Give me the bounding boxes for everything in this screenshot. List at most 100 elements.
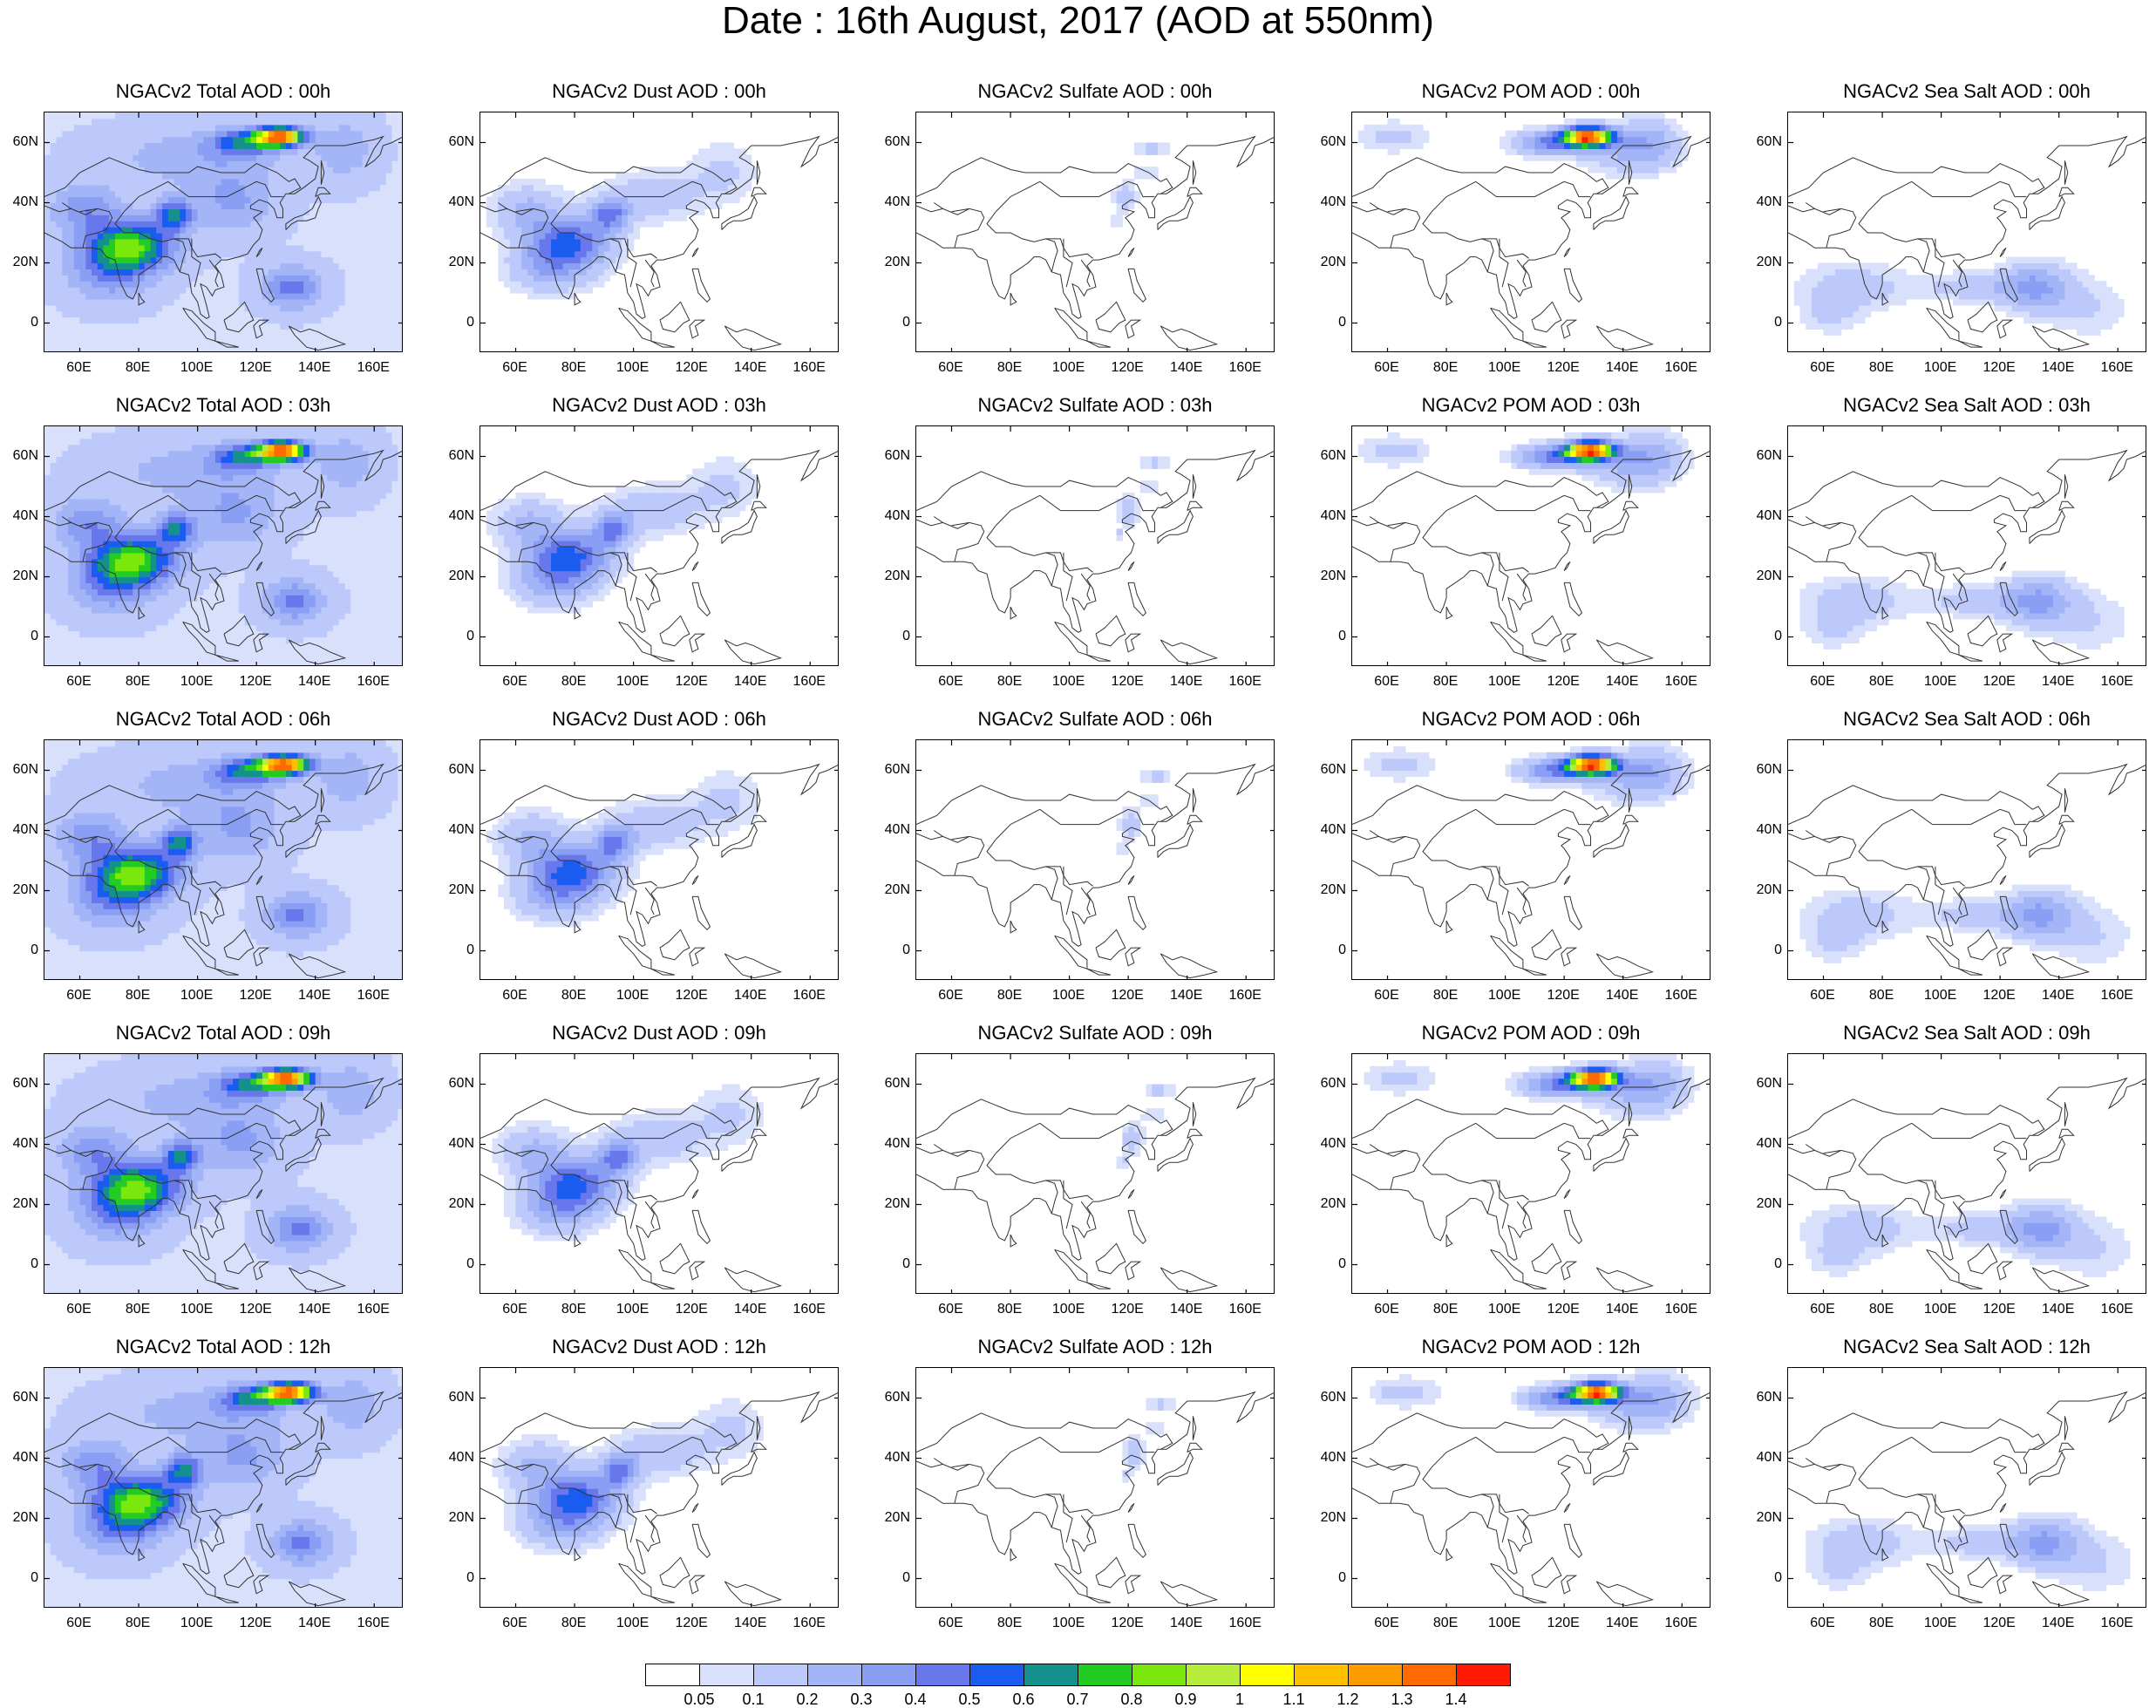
coastline xyxy=(1491,1563,1523,1596)
coastline xyxy=(916,1461,942,1467)
coastline xyxy=(1561,320,1576,338)
coastline xyxy=(1523,655,1547,661)
lon-tick-label: 100E xyxy=(1479,1303,1531,1317)
lat-tick-label: 20N xyxy=(1311,883,1346,897)
lon-tick-label: 160E xyxy=(1655,1303,1707,1317)
coastline xyxy=(692,1503,698,1512)
lon-tick-label: 120E xyxy=(665,1616,718,1630)
coastline xyxy=(1596,326,1652,350)
coastline xyxy=(690,1575,704,1594)
lon-tick-label: 140E xyxy=(289,675,341,689)
lon-tick-label: 160E xyxy=(1655,675,1707,689)
coastline xyxy=(1927,1249,1959,1283)
lon-tick-label: 80E xyxy=(1855,1616,1908,1630)
lat-tick-label: 60N xyxy=(439,449,474,463)
coastline xyxy=(1128,896,1146,929)
coastline xyxy=(1532,929,1561,960)
lat-tick-label: 0 xyxy=(1747,1571,1782,1585)
lon-tick-label: 160E xyxy=(1219,1303,1271,1317)
coastline xyxy=(1927,622,1959,655)
lon-tick-label: 140E xyxy=(1596,675,1649,689)
panel-title: NGACv2 Dust AOD : 03h xyxy=(450,394,868,417)
coastline xyxy=(692,582,710,616)
lon-tick-label: 60E xyxy=(1361,989,1413,1003)
lat-tick-label: 60N xyxy=(1311,763,1346,777)
coastline xyxy=(1370,203,1405,215)
panel-title: NGACv2 Sulfate AOD : 06h xyxy=(886,708,1304,731)
lat-tick-label: 20N xyxy=(3,1511,38,1525)
panel-title: NGACv2 Sea Salt AOD : 09h xyxy=(1758,1022,2156,1045)
coastline xyxy=(934,1145,969,1157)
lon-tick-label: 120E xyxy=(1537,361,1589,375)
coastline xyxy=(1918,1181,1930,1214)
lon-tick-label: 80E xyxy=(548,1303,600,1317)
coastline xyxy=(1482,1181,1494,1214)
lat-tick-label: 40N xyxy=(3,195,38,209)
coastline xyxy=(987,1153,1093,1201)
colorbar-swatch xyxy=(969,1664,1024,1686)
coastline xyxy=(724,1582,780,1606)
panel-title: NGACv2 Sea Salt AOD : 00h xyxy=(1758,80,2156,103)
lat-tick-label: 0 xyxy=(1747,629,1782,643)
aod-map xyxy=(479,425,839,666)
lat-tick-label: 0 xyxy=(875,1571,910,1585)
aod-map xyxy=(479,1053,839,1294)
coastline xyxy=(660,929,690,960)
lat-tick-label: 60N xyxy=(875,1391,910,1405)
panel-title: NGACv2 Total AOD : 09h xyxy=(14,1022,432,1045)
coastline xyxy=(1491,1249,1523,1283)
colorbar-label: 0.1 xyxy=(727,1691,779,1707)
aod-map xyxy=(44,1367,403,1608)
lon-tick-label: 60E xyxy=(53,361,105,375)
coastline xyxy=(1087,1283,1111,1289)
lat-tick-label: 40N xyxy=(875,509,910,523)
colorbar-swatch xyxy=(1294,1664,1349,1686)
lat-tick-label: 20N xyxy=(1747,1511,1782,1525)
lon-tick-label: 140E xyxy=(1160,1303,1213,1317)
lon-tick-label: 80E xyxy=(548,675,600,689)
panel-title: NGACv2 Sulfate AOD : 03h xyxy=(886,394,1304,417)
lat-tick-label: 0 xyxy=(439,316,474,330)
coastline xyxy=(1087,1596,1111,1603)
coastline xyxy=(1187,815,1202,824)
coastline xyxy=(1055,308,1087,341)
coastline xyxy=(1158,825,1194,858)
coastline xyxy=(1128,582,1146,616)
coastline xyxy=(916,1147,942,1153)
lat-tick-label: 60N xyxy=(875,1077,910,1091)
lon-tick-label: 100E xyxy=(607,1303,659,1317)
coastline xyxy=(1482,1494,1494,1528)
coastline xyxy=(1087,969,1111,975)
coastline xyxy=(692,248,698,256)
coastline xyxy=(1352,158,1608,197)
lat-tick-label: 20N xyxy=(1747,1197,1782,1211)
coastline xyxy=(1561,948,1576,966)
coastline xyxy=(1126,320,1140,338)
lat-tick-label: 0 xyxy=(875,943,910,957)
lon-tick-label: 60E xyxy=(1797,1303,1849,1317)
coastline xyxy=(1867,495,2026,526)
lat-tick-label: 40N xyxy=(1311,823,1346,837)
lon-tick-label: 160E xyxy=(783,1303,835,1317)
panel-title: NGACv2 POM AOD : 03h xyxy=(1322,394,1740,417)
lon-tick-label: 80E xyxy=(983,1303,1036,1317)
lon-tick-label: 100E xyxy=(607,675,659,689)
coastline xyxy=(1997,320,2012,338)
coastline xyxy=(1564,582,1581,616)
lon-tick-label: 140E xyxy=(1160,989,1213,1003)
coastline xyxy=(1160,954,1216,978)
lon-tick-label: 80E xyxy=(112,1303,164,1317)
coastline xyxy=(752,1129,766,1138)
coastline xyxy=(1160,1582,1216,1606)
coastline xyxy=(1596,1582,1652,1606)
lon-tick-label: 100E xyxy=(1915,989,1967,1003)
lon-tick-label: 60E xyxy=(925,1303,977,1317)
panel-title: NGACv2 Total AOD : 03h xyxy=(14,394,432,417)
colorbar-label: 0.05 xyxy=(673,1691,725,1707)
lat-tick-label: 20N xyxy=(875,1511,910,1525)
coastline xyxy=(1596,640,1652,664)
coastline xyxy=(916,451,1275,633)
panel-title: NGACv2 POM AOD : 06h xyxy=(1322,708,1740,731)
lat-tick-label: 0 xyxy=(1311,1571,1346,1585)
coastline xyxy=(1187,1129,1202,1138)
